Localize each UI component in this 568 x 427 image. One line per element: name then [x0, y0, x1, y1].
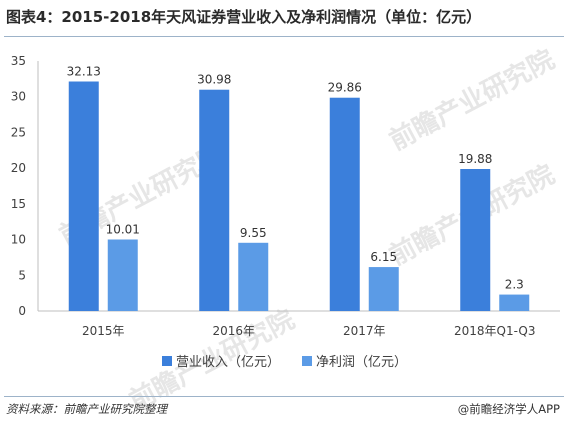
- legend-swatch: [162, 356, 172, 366]
- y-tick-label: 35: [11, 54, 26, 68]
- legend-swatch: [302, 356, 312, 366]
- bar: [238, 242, 269, 311]
- bar: [499, 294, 530, 311]
- data-label: 2.3: [505, 278, 524, 292]
- x-tick-label: 2017年: [343, 324, 386, 338]
- data-label: 29.86: [328, 81, 362, 95]
- bar: [199, 89, 230, 311]
- brand-label: @前瞻经济学人APP: [457, 402, 560, 416]
- y-tick-label: 30: [11, 90, 26, 104]
- source-note: 资料来源：前瞻产业研究院整理: [6, 402, 167, 416]
- chart-title: 图表4：2015-2018年天风证券营业收入及净利润情况（单位：亿元）: [6, 8, 482, 26]
- y-tick-label: 0: [18, 304, 26, 318]
- data-label: 10.01: [106, 223, 140, 237]
- y-tick-label: 10: [11, 233, 26, 247]
- x-tick-label: 2016年: [212, 324, 255, 338]
- bar: [460, 169, 491, 311]
- footer-divider: [4, 396, 564, 397]
- data-label: 19.88: [458, 152, 492, 166]
- y-tick-label: 15: [11, 197, 26, 211]
- bar: [368, 267, 399, 311]
- data-label: 30.98: [197, 73, 231, 87]
- y-tick-label: 5: [18, 268, 26, 282]
- data-label: 9.55: [240, 226, 267, 240]
- data-label: 6.15: [370, 250, 397, 264]
- y-tick-label: 25: [11, 125, 26, 139]
- legend-label: 净利润（亿元）: [316, 355, 407, 370]
- y-tick-label: 20: [11, 161, 26, 175]
- x-tick-label: 2015年: [82, 324, 125, 338]
- legend-label: 营业收入（亿元）: [176, 355, 280, 370]
- bar: [107, 239, 138, 311]
- bar: [329, 97, 360, 311]
- bar: [68, 81, 99, 311]
- bar-chart: 0 5 10 15 20 25 30 35 32.13 10.01 2015年 30.98 9.55 20…: [11, 54, 560, 370]
- title-divider: [4, 36, 564, 37]
- x-tick-label: 2018年Q1-Q3: [454, 324, 535, 338]
- data-label: 32.13: [67, 65, 101, 79]
